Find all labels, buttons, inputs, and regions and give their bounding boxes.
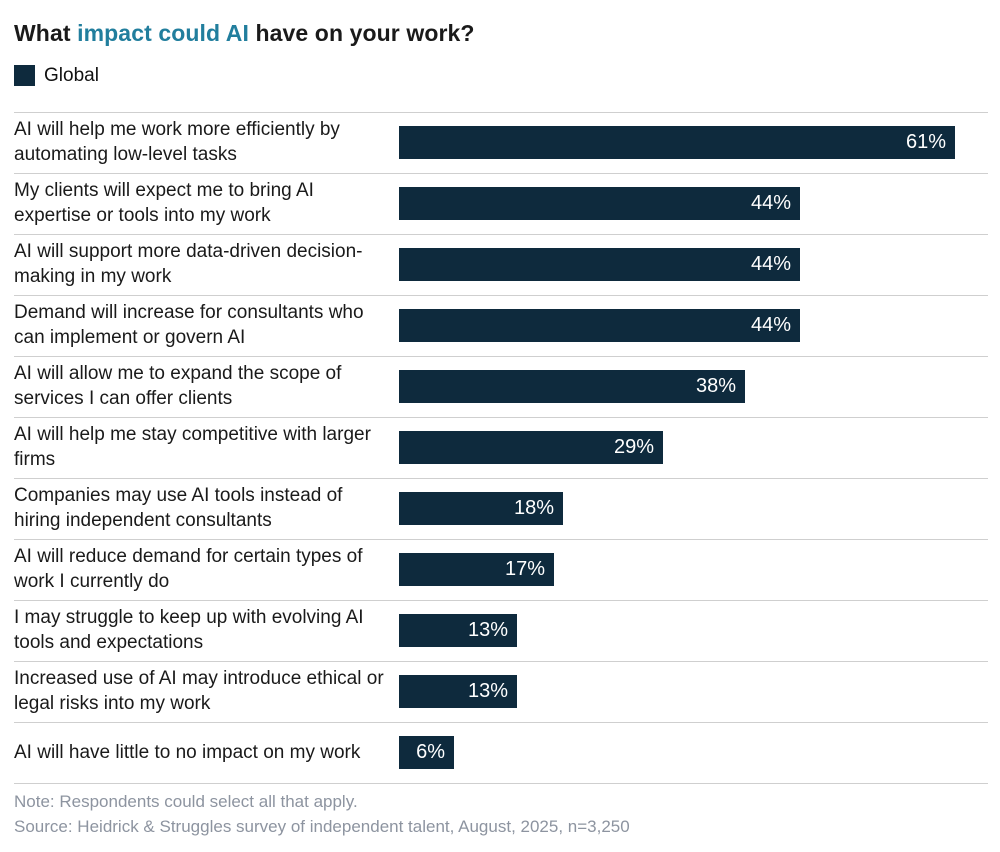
title-suffix: have on your work? <box>249 20 475 46</box>
chart-row: AI will have little to no impact on my w… <box>14 723 988 784</box>
legend-label: Global <box>44 64 99 86</box>
bar-value-label: 61% <box>905 131 946 154</box>
bar-value-label: 44% <box>750 314 791 337</box>
bar-track: 6% <box>399 736 988 770</box>
bar-value-label: 44% <box>750 253 791 276</box>
chart-row: I may struggle to keep up with evolving … <box>14 601 988 662</box>
bar: 29% <box>399 431 663 465</box>
bar-track: 38% <box>399 370 988 404</box>
bar: 44% <box>399 309 800 343</box>
bar-value-label: 29% <box>613 436 654 459</box>
category-label: Demand will increase for consultants who… <box>14 302 364 348</box>
bar-track: 29% <box>399 431 988 465</box>
chart-row: AI will support more data-driven decisio… <box>14 235 988 296</box>
bar-value-label: 38% <box>695 375 736 398</box>
bar: 61% <box>399 126 955 160</box>
category-label: I may struggle to keep up with evolving … <box>14 607 364 653</box>
title-prefix: What <box>14 20 78 46</box>
footer-source: Source: Heidrick & Struggles survey of i… <box>14 816 630 836</box>
bar-track: 13% <box>399 614 988 648</box>
bar-track: 18% <box>399 492 988 526</box>
bar-track: 44% <box>399 187 988 221</box>
chart-row: Demand will increase for consultants who… <box>14 296 988 357</box>
category-label: AI will support more data-driven decisio… <box>14 241 363 287</box>
bar-value-label: 13% <box>467 680 508 703</box>
chart-rows: AI will help me work more efficiently by… <box>14 111 988 784</box>
category-label: AI will reduce demand for certain types … <box>14 546 363 592</box>
footer-note: Note: Respondents could select all that … <box>14 791 358 811</box>
chart-row: Companies may use AI tools instead of hi… <box>14 479 988 540</box>
bar-value-label: 44% <box>750 192 791 215</box>
category-label: Companies may use AI tools instead of hi… <box>14 485 343 531</box>
chart-row: AI will help me stay competitive with la… <box>14 418 988 479</box>
bar: 13% <box>399 675 517 709</box>
category-label: AI will have little to no impact on my w… <box>14 741 361 763</box>
bar-value-label: 13% <box>467 619 508 642</box>
category-label: My clients will expect me to bring AI ex… <box>14 180 314 226</box>
bar: 44% <box>399 248 800 282</box>
bar-value-label: 6% <box>416 741 445 764</box>
page-title: What impact could AI have on your work? <box>14 20 988 48</box>
bar: 44% <box>399 187 800 221</box>
bar: 17% <box>399 553 554 587</box>
category-label: Increased use of AI may introduce ethica… <box>14 668 384 714</box>
bar: 13% <box>399 614 517 648</box>
bar-track: 44% <box>399 309 988 343</box>
bar-value-label: 18% <box>513 497 554 520</box>
title-highlight: impact could AI <box>77 20 249 46</box>
chart-row: AI will allow me to expand the scope of … <box>14 357 988 418</box>
bar-track: 61% <box>399 126 988 160</box>
bar-track: 17% <box>399 553 988 587</box>
chart-row: Increased use of AI may introduce ethica… <box>14 662 988 723</box>
chart-row: My clients will expect me to bring AI ex… <box>14 174 988 235</box>
bar: 18% <box>399 492 563 526</box>
bar: 38% <box>399 370 745 404</box>
category-label: AI will help me work more efficiently by… <box>14 119 340 165</box>
bar-value-label: 17% <box>504 558 545 581</box>
bar: 6% <box>399 736 454 770</box>
legend-swatch-global <box>14 65 35 87</box>
bar-track: 13% <box>399 675 988 709</box>
legend: Global <box>14 65 988 87</box>
category-label: AI will help me stay competitive with la… <box>14 424 371 470</box>
bar-track: 44% <box>399 248 988 282</box>
chart-row: AI will reduce demand for certain types … <box>14 540 988 601</box>
category-label: AI will allow me to expand the scope of … <box>14 363 342 409</box>
footer: Note: Respondents could select all that … <box>14 790 988 840</box>
chart-row: AI will help me work more efficiently by… <box>14 113 988 174</box>
